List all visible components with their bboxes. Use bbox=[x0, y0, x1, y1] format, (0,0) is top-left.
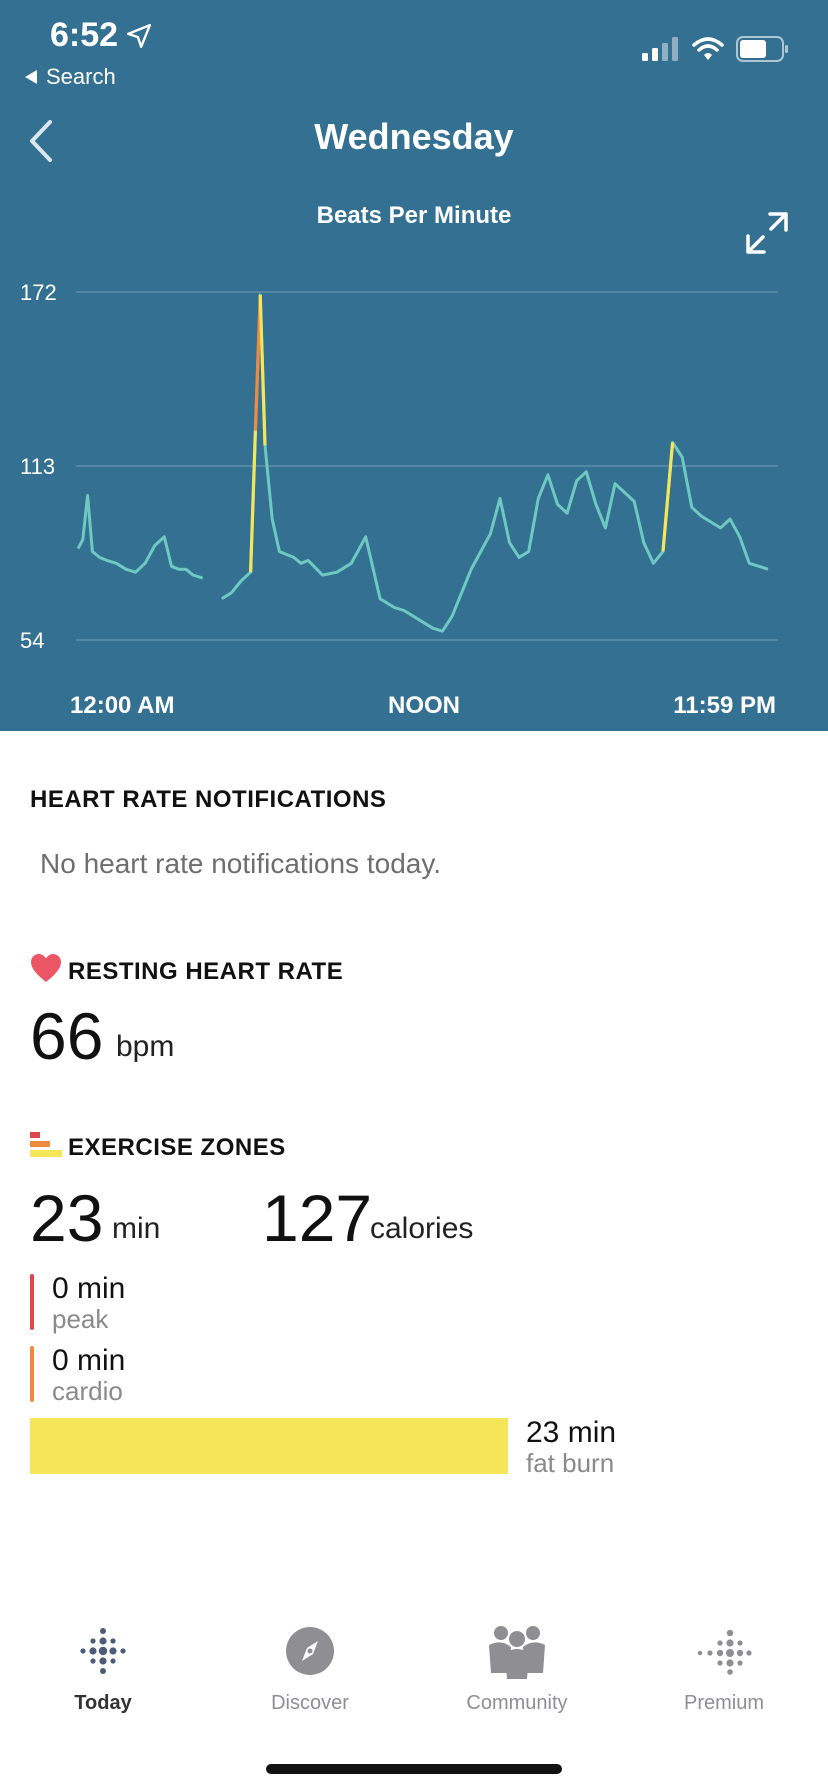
premium-dots-icon bbox=[697, 1629, 752, 1675]
peak-zone-value: 0 min bbox=[52, 1272, 126, 1305]
elevated-heart-rate-segment bbox=[258, 294, 267, 446]
zones-calories: 127 bbox=[262, 1181, 373, 1255]
status-time: 6:52 bbox=[50, 16, 152, 55]
zones-title: EXERCISE ZONES bbox=[68, 1134, 286, 1161]
status-icons bbox=[642, 36, 790, 62]
home-indicator bbox=[266, 1764, 562, 1774]
tab-community-label: Community bbox=[466, 1692, 568, 1714]
heart-rate-header: 6:52 Search Wednesday Beats Per Minute bbox=[0, 0, 828, 731]
fitbit-dots-icon bbox=[80, 1628, 126, 1674]
peak-zone-label: peak bbox=[52, 1304, 109, 1334]
compass-icon bbox=[286, 1627, 334, 1675]
resting-unit: bpm bbox=[116, 1030, 175, 1063]
status-back-label: Search bbox=[46, 64, 116, 89]
resting-title: RESTING HEART RATE bbox=[68, 958, 344, 985]
cardio-zone-label: cardio bbox=[52, 1376, 123, 1406]
peak-zone-marker bbox=[30, 1274, 34, 1330]
heart-rate-series-line bbox=[221, 293, 769, 633]
y-tick-label: 113 bbox=[20, 454, 55, 479]
fat-burn-zone-bar bbox=[30, 1418, 508, 1474]
fat-burn-zone-label: fat burn bbox=[526, 1448, 615, 1478]
location-arrow-icon bbox=[127, 23, 152, 48]
tab-premium[interactable]: Premium bbox=[624, 1620, 824, 1715]
expand-icon[interactable] bbox=[744, 210, 790, 256]
x-tick-label-noon: NOON bbox=[388, 692, 460, 719]
tab-discover[interactable]: Discover bbox=[210, 1620, 410, 1715]
community-icon bbox=[489, 1626, 545, 1679]
heart-rate-chart[interactable]: 54 113 172 bbox=[0, 240, 828, 660]
elevated-heart-rate-segment bbox=[249, 430, 258, 573]
back-triangle-icon bbox=[25, 70, 37, 84]
chart-title: Beats Per Minute bbox=[316, 202, 512, 229]
y-tick-label: 54 bbox=[20, 628, 44, 653]
notifications-title: HEART RATE NOTIFICATIONS bbox=[30, 786, 387, 813]
tab-discover-label: Discover bbox=[271, 1692, 349, 1714]
exercise-zones-icon bbox=[30, 1132, 62, 1157]
status-back-link[interactable]: Search bbox=[24, 64, 116, 90]
zones-minutes-unit: min bbox=[112, 1212, 161, 1245]
cardio-zone-marker bbox=[30, 1346, 34, 1402]
back-chevron-icon[interactable] bbox=[26, 118, 56, 164]
wifi-icon bbox=[692, 37, 724, 60]
resting-value: 66 bbox=[30, 999, 104, 1073]
tab-bar: Today Discover Commun bbox=[0, 1620, 828, 1740]
status-time-text: 6:52 bbox=[50, 16, 119, 54]
y-tick-label: 172 bbox=[20, 280, 57, 305]
heart-rate-series-line bbox=[76, 494, 204, 580]
x-tick-label-end: 11:59 PM bbox=[673, 692, 776, 719]
zones-calories-unit: calories bbox=[370, 1212, 474, 1245]
heart-icon bbox=[31, 954, 61, 982]
cellular-signal-icon bbox=[642, 37, 678, 61]
notifications-text: No heart rate notifications today. bbox=[40, 848, 442, 879]
battery-icon bbox=[736, 36, 788, 62]
fat-burn-zone-value: 23 min bbox=[526, 1416, 617, 1449]
page-title: Wednesday bbox=[314, 116, 514, 157]
tab-community[interactable]: Community bbox=[417, 1620, 617, 1715]
cardio-zone-value: 0 min bbox=[52, 1344, 126, 1377]
tab-today-label: Today bbox=[74, 1692, 132, 1714]
tab-premium-label: Premium bbox=[683, 1692, 764, 1714]
elevated-heart-rate-segment bbox=[661, 442, 675, 552]
tab-today[interactable]: Today bbox=[3, 1620, 203, 1715]
x-tick-label-start: 12:00 AM bbox=[70, 692, 175, 719]
zones-minutes: 23 bbox=[30, 1181, 104, 1255]
